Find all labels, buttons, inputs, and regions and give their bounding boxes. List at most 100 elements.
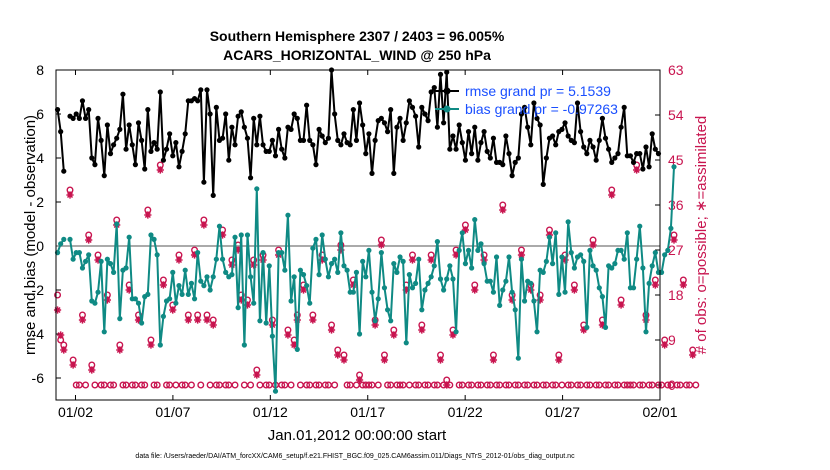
bias-point [229, 272, 235, 278]
assimilated-obs-marker [517, 251, 526, 259]
possible-obs-marker [645, 381, 653, 389]
rmse-point [441, 120, 447, 126]
right-tick-label: 18 [668, 287, 684, 303]
possible-obs-marker [321, 381, 329, 389]
bias-point [665, 247, 671, 253]
bias-point [363, 274, 369, 280]
right-y-axis-label: # of obs: o=possible; ∗=assimilated [693, 116, 710, 355]
bias-point [244, 232, 251, 238]
rmse-point [562, 120, 568, 126]
bias-series [54, 164, 677, 394]
assimilated-obs-marker [159, 281, 168, 289]
assimilated-obs-marker [78, 316, 87, 324]
bias-point [394, 269, 400, 275]
bias-point [381, 285, 388, 291]
possible-obs-marker [583, 381, 591, 389]
bias-point [350, 289, 356, 295]
rmse-point [70, 115, 76, 121]
bias-point [285, 212, 291, 218]
rmse-point [540, 181, 546, 187]
possible-obs-marker [178, 381, 186, 389]
bias-point [328, 261, 335, 267]
rmse-point [652, 146, 658, 152]
assimilated-obs-marker [116, 346, 124, 354]
assimilated-obs-marker [452, 251, 460, 259]
possible-obs-marker [163, 381, 171, 389]
possible-obs-marker [602, 381, 610, 389]
y-tick-label: -2 [32, 282, 45, 298]
possible-obs-marker [197, 381, 205, 389]
rmse-point [606, 146, 612, 152]
bias-point [254, 186, 260, 192]
bias-point [335, 269, 341, 275]
assimilated-obs-marker [508, 296, 516, 304]
bias-point [444, 276, 450, 282]
assimilated-obs-marker [489, 356, 498, 364]
assimilated-obs-marker [499, 206, 507, 214]
bias-point [630, 285, 637, 291]
rmse-point [518, 111, 525, 117]
assimilated-obs-marker [125, 286, 133, 294]
rmse-point [378, 115, 384, 121]
bias-point [419, 307, 425, 313]
y-tick-label: 6 [36, 106, 44, 122]
assimilated-obs-marker [536, 296, 544, 304]
rmse-point [176, 164, 182, 170]
rmse-point [416, 144, 422, 150]
rmse-point [640, 166, 646, 172]
rmse-point [207, 111, 213, 117]
possible-obs-marker [303, 381, 311, 389]
rmse-point [419, 104, 425, 110]
possible-obs-marker [110, 381, 118, 389]
bias-point [640, 265, 646, 271]
possible-obs-marker [682, 381, 690, 389]
bias-point [238, 232, 244, 238]
bias-point [313, 236, 319, 242]
possible-obs-marker [455, 381, 463, 389]
rmse-point [490, 135, 497, 141]
bias-point [82, 258, 89, 264]
bias-point [388, 318, 394, 324]
assimilated-obs-marker [371, 321, 379, 329]
assimilated-obs-marker [561, 256, 569, 264]
possible-obs-marker [483, 381, 491, 389]
rmse-point [649, 131, 655, 137]
assimilated-obs-marker [436, 356, 445, 364]
bias-point [472, 217, 478, 223]
assimilated-obs-marker [103, 296, 111, 304]
rmse-point [232, 142, 238, 148]
rmse-point [521, 104, 528, 110]
assimilated-obs-marker [679, 281, 687, 289]
x-tick-label: 01/27 [545, 404, 580, 420]
bias-point [571, 265, 577, 271]
rmse-point [503, 133, 509, 139]
rmse-point [123, 146, 129, 152]
possible-obs-marker [138, 381, 146, 389]
assimilated-obs-marker [608, 191, 616, 199]
rmse-point [506, 151, 512, 157]
bias-point [191, 296, 198, 302]
assimilated-obs-marker [318, 256, 326, 264]
assimilated-obs-marker [589, 241, 597, 249]
rmse-point [630, 159, 637, 165]
bias-point [325, 274, 332, 280]
possible-obs-marker [564, 381, 572, 389]
bias-point [185, 291, 191, 297]
bias-point [58, 241, 64, 247]
bias-point [104, 256, 110, 262]
possible-obs-marker [549, 381, 557, 389]
bias-point [76, 250, 82, 256]
rmse-point [484, 148, 490, 154]
rmse-point [462, 157, 469, 163]
assimilated-obs-marker [334, 351, 342, 359]
rmse-point [148, 148, 154, 154]
bias-point [251, 300, 257, 306]
rmse-point [428, 89, 434, 95]
assimilated-obs-marker [250, 261, 258, 269]
possible-obs-marker [106, 381, 114, 389]
rmse-point [89, 155, 95, 161]
bias-point [584, 324, 590, 330]
bias-point [179, 291, 185, 297]
rmse-point [627, 153, 634, 159]
